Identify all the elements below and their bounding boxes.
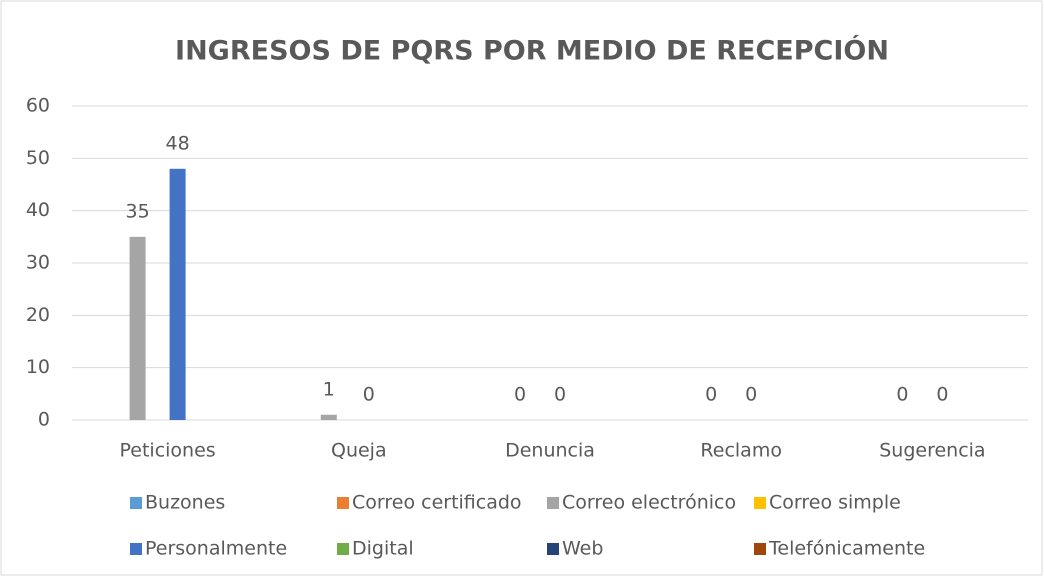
- legend-swatch: [337, 497, 349, 509]
- legend-label: Telefónicamente: [768, 538, 925, 560]
- chart-title: INGRESOS DE PQRS POR MEDIO DE RECEPCIÓN: [175, 35, 889, 67]
- legend-swatch: [547, 497, 559, 509]
- bar: [169, 168, 186, 420]
- x-tick-label: Sugerencia: [879, 440, 985, 462]
- bar: [320, 414, 337, 420]
- data-label: 1: [323, 378, 335, 400]
- data-label: 0: [705, 384, 717, 406]
- y-tick-label: 10: [26, 356, 50, 378]
- legend-swatch: [130, 543, 142, 555]
- legend-label: Correo electrónico: [562, 492, 736, 514]
- data-label: 0: [896, 384, 908, 406]
- legend-swatch: [130, 497, 142, 509]
- legend-label: Web: [562, 538, 603, 560]
- x-tick-label: Peticiones: [120, 440, 216, 462]
- y-tick-label: 50: [26, 147, 50, 169]
- legend-label: Buzones: [145, 492, 225, 514]
- y-tick-label: 40: [26, 199, 50, 221]
- legend-label: Digital: [352, 538, 414, 560]
- x-tick-label: Denuncia: [505, 440, 595, 462]
- data-label: 0: [745, 384, 757, 406]
- y-tick-label: 0: [38, 409, 50, 431]
- legend-swatch: [337, 543, 349, 555]
- legend-swatch: [754, 497, 766, 509]
- data-label: 0: [936, 384, 948, 406]
- y-tick-label: 60: [26, 95, 50, 117]
- legend-label: Correo simple: [769, 492, 901, 514]
- data-label: 35: [126, 200, 150, 222]
- legend-label: Correo certificado: [352, 492, 522, 514]
- x-tick-label: Reclamo: [700, 440, 782, 462]
- legend-label: Personalmente: [145, 538, 287, 560]
- data-label: 0: [363, 384, 375, 406]
- bar: [129, 236, 146, 420]
- x-tick-label: Queja: [331, 440, 387, 462]
- data-label: 48: [166, 132, 190, 154]
- legend-swatch: [754, 543, 766, 555]
- data-label: 0: [514, 384, 526, 406]
- legend-swatch: [547, 543, 559, 555]
- y-tick-label: 30: [26, 252, 50, 274]
- data-label: 0: [554, 384, 566, 406]
- y-tick-label: 20: [26, 304, 50, 326]
